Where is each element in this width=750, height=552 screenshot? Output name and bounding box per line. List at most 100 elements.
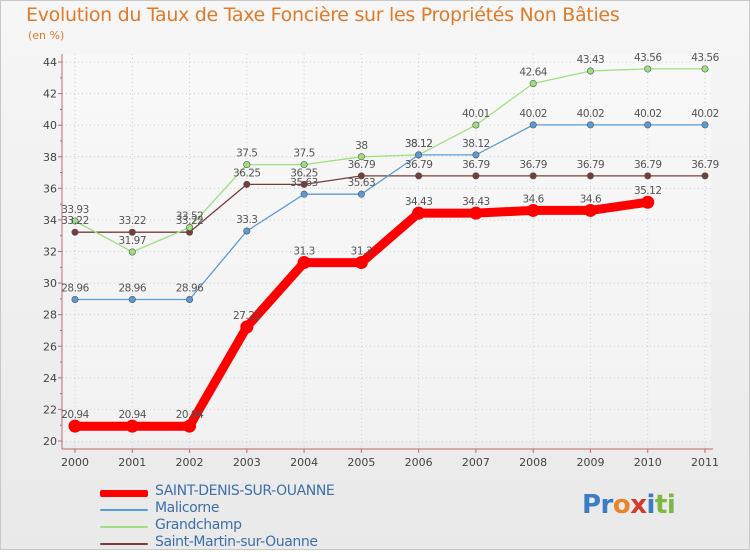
x-tick-label: 2001 [118, 456, 146, 469]
data-label: 40.02 [691, 108, 719, 120]
legend-swatch [100, 543, 148, 545]
data-point [243, 227, 251, 235]
series-line [74, 68, 706, 253]
data-point [186, 223, 194, 231]
data-point [300, 190, 308, 198]
brand-part: x [630, 490, 647, 520]
data-point [186, 296, 194, 304]
data-label: 28.96 [118, 283, 146, 295]
data-point [472, 151, 480, 159]
y-tick-label: 34 [43, 214, 57, 227]
data-point [125, 419, 139, 433]
y-axis-unit-label: (en %) [28, 29, 65, 42]
y-tick-label: 20 [43, 435, 57, 448]
data-point [644, 121, 652, 129]
data-label: 28.96 [61, 283, 89, 295]
data-point [71, 217, 79, 225]
data-point [300, 180, 308, 188]
data-label: 33.52 [176, 210, 204, 222]
y-tick-label: 28 [43, 309, 57, 322]
data-label: 36.25 [290, 167, 318, 179]
data-label: 38 [355, 140, 367, 152]
data-point [243, 161, 251, 169]
data-point [357, 153, 365, 161]
data-point [529, 79, 537, 87]
data-point [641, 195, 655, 209]
data-point [297, 256, 311, 270]
data-point [472, 121, 480, 129]
data-label: 37.5 [236, 148, 257, 160]
data-label: 35.12 [634, 185, 662, 197]
data-point [644, 172, 652, 180]
y-tick-label: 44 [43, 56, 57, 69]
data-label: 34.6 [522, 193, 544, 205]
data-label: 43.43 [577, 54, 605, 66]
data-label: 34.43 [405, 196, 433, 208]
y-tick-label: 24 [43, 372, 57, 385]
data-point [354, 256, 368, 270]
data-label: 38.12 [462, 138, 490, 150]
data-label: 33.3 [236, 214, 257, 226]
data-point [701, 121, 709, 129]
data-point [586, 67, 594, 75]
brand-part: o [612, 490, 631, 520]
data-label: 35.63 [348, 177, 376, 189]
data-label: 20.94 [61, 409, 89, 421]
data-label: 36.79 [462, 159, 490, 171]
data-label: 27.22 [233, 310, 261, 322]
y-tick-label: 40 [43, 119, 57, 132]
data-point [529, 121, 537, 129]
legend-swatch [100, 526, 148, 528]
legend-item-saint-martin[interactable]: Saint-Martin-sur-Ouanne [100, 534, 420, 552]
brand-logo: Proxiti [582, 490, 676, 520]
data-label: 38.12 [405, 138, 433, 150]
data-point [183, 419, 197, 433]
y-tick-label: 36 [43, 182, 57, 195]
data-point [415, 151, 423, 159]
data-point [644, 65, 652, 73]
x-tick-label: 2000 [61, 456, 89, 469]
data-point [415, 172, 423, 180]
x-tick-label: 2002 [176, 456, 204, 469]
x-tick-label: 2005 [347, 456, 375, 469]
data-point [71, 228, 79, 236]
y-tick-label: 42 [43, 88, 57, 101]
data-label: 40.02 [577, 108, 605, 120]
data-label: 42.64 [519, 66, 547, 78]
data-point [71, 296, 79, 304]
data-label: 31.3 [351, 246, 372, 258]
brand-part: Pr [582, 490, 613, 520]
brand-part: ti [654, 490, 676, 520]
legend-item-malicorne[interactable]: Malicorne [100, 500, 420, 518]
data-label: 20.94 [176, 409, 204, 421]
data-point [412, 206, 426, 220]
data-label: 36.79 [519, 159, 547, 171]
legend-item-saint-denis[interactable]: SAINT-DENIS-SUR-OUANNE [100, 483, 420, 501]
data-label: 43.56 [634, 52, 662, 64]
legend-label: Saint-Martin-sur-Ouanne [155, 534, 318, 550]
x-tick-label: 2011 [691, 456, 719, 469]
legend-label: Malicorne [155, 500, 220, 516]
data-point [701, 172, 709, 180]
data-point [128, 296, 136, 304]
y-tick-label: 32 [43, 246, 57, 259]
data-label: 36.79 [405, 159, 433, 171]
data-point [529, 172, 537, 180]
legend-swatch [100, 490, 148, 497]
legend-item-grandchamp[interactable]: Grandchamp [100, 517, 420, 535]
data-point [472, 172, 480, 180]
x-tick-label: 2004 [290, 456, 318, 469]
data-point [300, 161, 308, 169]
data-label: 36.79 [634, 159, 662, 171]
data-label: 35.63 [290, 177, 318, 189]
brand-part: i [646, 490, 656, 520]
data-label: 34.6 [580, 193, 602, 205]
data-point [469, 206, 483, 220]
data-label: 36.79 [348, 159, 376, 171]
legend: SAINT-DENIS-SUR-OUANNE Malicorne Grandch… [100, 483, 420, 552]
data-label: 40.02 [519, 108, 547, 120]
x-tick-label: 2008 [519, 456, 547, 469]
data-label: 28.96 [176, 283, 204, 295]
data-label: 33.93 [61, 204, 89, 216]
